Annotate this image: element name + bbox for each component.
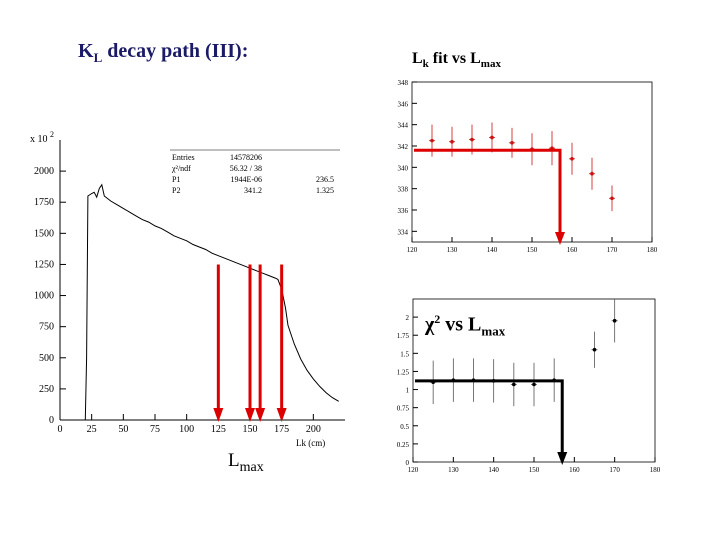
x-tick-label: 0: [58, 424, 63, 435]
y-tick-label: 346: [398, 100, 409, 108]
data-point: [490, 135, 494, 140]
left-title: KL decay path (III):: [78, 40, 249, 65]
y-tick-label: 250: [39, 384, 54, 395]
data-point: [450, 139, 454, 144]
y-tick-label: 340: [398, 164, 409, 172]
x-tick-label: 150: [529, 466, 540, 474]
stats-value: 14578206: [230, 153, 262, 162]
y-tick-label: 0.5: [400, 423, 409, 431]
y-tick-label: 1: [406, 387, 410, 395]
x-tick-label: 150: [527, 246, 538, 254]
x-tick-label: 100: [179, 424, 194, 435]
data-point: [590, 171, 594, 176]
right-title: Lk fit vs Lmax: [412, 50, 501, 71]
x-tick-label: 150: [243, 424, 258, 435]
stats-label: Entries: [172, 153, 195, 162]
stats-value: 56.32 / 38: [230, 164, 262, 173]
y-tick-label: 338: [398, 186, 409, 194]
data-point: [512, 382, 516, 387]
x-tick-label: 120: [407, 246, 418, 254]
x-tick-label: 140: [487, 246, 498, 254]
x-tick-label: 160: [569, 466, 580, 474]
x-tick-label: 160: [567, 246, 578, 254]
y-tick-label: 0.75: [397, 405, 410, 413]
data-point: [610, 196, 614, 201]
x-tick-label: 120: [408, 466, 419, 474]
lmax-marker-arrow: [276, 408, 287, 422]
fit-level-arrow: [557, 452, 568, 465]
data-point: [510, 141, 514, 145]
stats-label: P2: [172, 186, 180, 195]
data-point: [592, 347, 597, 352]
stats-extra: 1.325: [316, 186, 334, 195]
stats-value: 341.2: [244, 186, 262, 195]
x-tick-label: 180: [650, 466, 661, 474]
y-tick-label: 2: [406, 314, 410, 322]
x-tick-label: 175: [274, 424, 289, 435]
x-tick-label: 170: [609, 466, 620, 474]
y-tick-label: 1.5: [400, 350, 409, 358]
x-tick-label: 200: [306, 424, 321, 435]
lmax-marker-arrow: [255, 408, 266, 422]
data-point: [570, 157, 574, 161]
y-tick-label: 2000: [34, 166, 54, 177]
stats-box: Entries 14578206 χ²/ndf 56.32 / 38 P1 1944E-0…: [170, 149, 340, 195]
stats-label: χ²/ndf: [171, 164, 191, 173]
y-multiplier: x 10 2: [30, 130, 54, 145]
y-tick-label: 1500: [34, 228, 54, 239]
y-tick-label: 348: [398, 79, 409, 87]
x-tick-label: 130: [448, 466, 459, 474]
stats-extra: 236.5: [316, 175, 334, 184]
y-tick-label: 750: [39, 322, 54, 333]
data-point: [612, 318, 617, 323]
lmax-marker-arrow: [213, 408, 224, 422]
y-tick-label: 334: [398, 228, 409, 236]
y-tick-label: 344: [398, 122, 409, 130]
chi2-title: χ2 vs Lmax: [425, 312, 506, 339]
lk-fit-panel: 334 336 338 340 342 344 346 348 120 130 140 150 160 1…: [398, 79, 658, 254]
y-tick-label: 342: [398, 143, 409, 151]
y-tick-label: 0: [49, 415, 54, 426]
x-tick-label: 75: [150, 424, 160, 435]
data-point: [470, 137, 474, 142]
chi2-vs-lmax-panel: 0 0.25 0.5 0.75 1 1.25 1.5 1.75 2 120 130 140 150 160…: [397, 298, 661, 474]
lmax-label: Lmax: [228, 450, 264, 475]
histogram-line: [84, 183, 339, 421]
lmax-marker-arrow: [245, 408, 255, 422]
y-tick-label: 0.25: [397, 441, 410, 449]
x-tick-label: 50: [118, 424, 128, 435]
fit-level-line: [414, 148, 562, 234]
data-point: [430, 138, 434, 143]
y-tick-label: 1000: [34, 291, 54, 302]
y-tick-label: 1250: [34, 259, 54, 270]
x-tick-label: 125: [211, 424, 226, 435]
x-axis-label: Lk (cm): [296, 438, 325, 448]
y-tick-label: 336: [398, 207, 409, 215]
y-tick-label: 1.25: [397, 368, 410, 376]
data-point: [532, 382, 536, 387]
x-tick-label: 180: [647, 246, 658, 254]
x-tick-label: 130: [447, 246, 458, 254]
x-tick-label: 25: [87, 424, 97, 435]
fit-level-arrow: [555, 232, 565, 245]
y-tick-label: 1750: [34, 197, 54, 208]
stats-label: P1: [172, 175, 180, 184]
y-tick-label: 500: [39, 353, 54, 364]
y-tick-label: 1.75: [397, 332, 410, 340]
stats-value: 1944E-06: [230, 175, 262, 184]
y-tick-label: 0: [406, 459, 410, 467]
fit-level-line: [415, 379, 564, 454]
x-tick-label: 170: [607, 246, 618, 254]
x-tick-label: 140: [488, 466, 499, 474]
